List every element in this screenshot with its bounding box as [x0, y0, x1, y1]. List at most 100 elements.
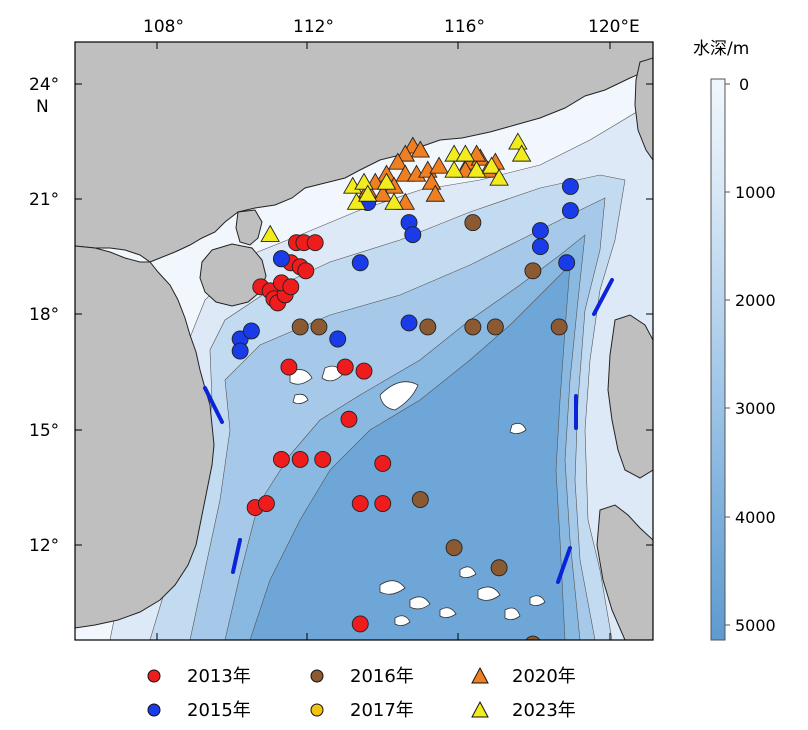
lat-label-12: 12° — [29, 536, 59, 556]
station-2016 — [310, 318, 328, 336]
station-2023 — [354, 172, 374, 190]
station-2013 — [282, 278, 300, 296]
station-2015 — [231, 342, 249, 360]
station-2016 — [445, 539, 463, 557]
station-2013 — [336, 358, 354, 376]
station-2015 — [242, 322, 260, 340]
station-2020 — [372, 184, 393, 202]
station-2013 — [351, 615, 369, 633]
lon-label-116: 116° — [444, 17, 485, 37]
station-2020 — [395, 144, 416, 162]
station-2013 — [291, 450, 309, 468]
legend-label-2016: 2016年 — [350, 666, 414, 687]
station-2016 — [291, 318, 309, 336]
lon-label-120: 120°E — [588, 17, 640, 37]
station-2016 — [419, 318, 437, 336]
reef-islands — [289, 365, 546, 626]
station-2020 — [410, 140, 431, 158]
legend: 2013年 2016年 2020年 2015年 2017年 2023年 — [147, 666, 576, 721]
legend-label-2017: 2017年 — [350, 700, 414, 721]
station-2023 — [357, 184, 378, 202]
station-2023 — [481, 156, 502, 174]
station-2023 — [511, 144, 532, 162]
station-2015 — [329, 330, 347, 348]
land-indochina — [75, 245, 215, 629]
land-palawan — [596, 504, 653, 640]
station-2015 — [531, 222, 549, 240]
colorbar-title: 水深/m — [693, 39, 749, 59]
station-2023 — [376, 172, 397, 190]
colorbar-tick-4000: 4000 — [735, 508, 776, 527]
station-2015 — [351, 254, 369, 272]
legend-label-2020: 2020年 — [512, 666, 576, 687]
legend-marker-2016 — [310, 669, 324, 683]
station-2013 — [314, 450, 332, 468]
colorbar-tick-0: 0 — [739, 75, 749, 94]
axis-ticks — [75, 42, 653, 640]
station-2020 — [388, 152, 408, 170]
station-2016 — [464, 214, 482, 232]
station-2015 — [404, 226, 422, 244]
station-2023 — [260, 224, 280, 242]
station-2016 — [464, 318, 482, 336]
colorbar-tick-2000: 2000 — [735, 291, 776, 310]
station-2013 — [272, 450, 290, 468]
colorbar-tick-3000: 3000 — [735, 399, 776, 418]
lon-label-112: 112° — [293, 17, 334, 37]
colorbar-tick-1000: 1000 — [735, 183, 776, 202]
station-2013 — [355, 362, 373, 380]
station-2023 — [489, 168, 509, 186]
station-2013 — [374, 454, 392, 472]
legend-label-2013: 2013年 — [187, 666, 251, 687]
station-2013 — [280, 358, 298, 376]
legend-label-2023: 2023年 — [512, 700, 576, 721]
station-2013 — [297, 262, 315, 280]
station-2023 — [384, 192, 404, 210]
station-markers — [231, 132, 579, 640]
legend-label-2015: 2015年 — [187, 700, 251, 721]
legend-marker-2023 — [471, 700, 489, 718]
legend-marker-2013 — [147, 669, 161, 683]
station-2016 — [486, 318, 504, 336]
land-hainan — [199, 243, 267, 307]
station-2020 — [421, 172, 442, 190]
station-2015 — [531, 238, 549, 256]
depth-band-4000 — [249, 264, 571, 640]
station-2023 — [466, 160, 487, 178]
legend-marker-2017 — [310, 703, 324, 717]
station-2015 — [272, 250, 290, 268]
lon-label-108: 108° — [143, 17, 184, 37]
station-2016 — [524, 262, 542, 280]
lat-label-18: 18° — [29, 305, 59, 325]
station-2015 — [400, 314, 418, 332]
colorbar-ticks — [725, 83, 730, 626]
station-2016 — [490, 559, 508, 577]
lat-label-15: 15° — [29, 421, 59, 441]
station-2013 — [257, 495, 275, 512]
station-2015 — [561, 202, 579, 220]
station-2023 — [455, 144, 476, 162]
legend-marker-2015 — [147, 703, 161, 717]
legend-marker-2020 — [471, 666, 489, 684]
lat-label-n: N — [36, 97, 49, 117]
colorbar-tick-5000: 5000 — [735, 616, 776, 635]
station-2023 — [444, 160, 464, 178]
station-2013 — [340, 410, 358, 428]
land-luzon — [607, 314, 653, 479]
colorbar — [710, 78, 726, 641]
station-2016 — [411, 491, 429, 508]
lat-label-21: 21° — [29, 190, 59, 210]
station-2013 — [351, 495, 369, 512]
station-2013 — [374, 495, 392, 512]
station-2015 — [561, 178, 579, 195]
station-2020 — [429, 156, 449, 174]
station-2023 — [508, 132, 528, 150]
station-2016 — [550, 318, 568, 336]
land-leizhou — [235, 209, 263, 246]
map-frame — [74, 41, 654, 641]
station-2016 — [525, 635, 541, 640]
trench-lines — [203, 278, 614, 584]
land-china — [75, 42, 653, 263]
station-2020 — [425, 184, 446, 202]
